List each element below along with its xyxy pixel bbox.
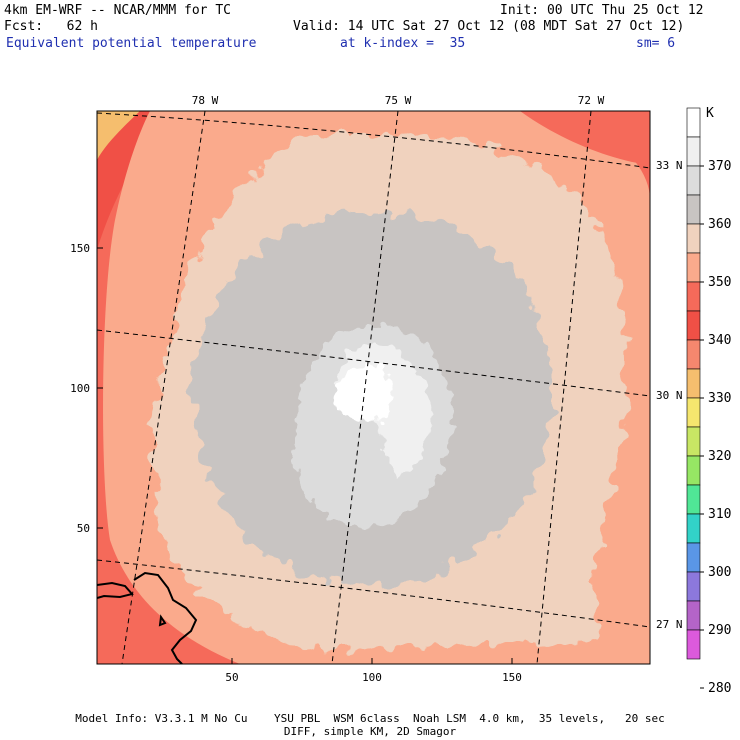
colorbar-swatch — [686, 310, 701, 341]
colorbar-swatch — [686, 252, 701, 283]
y-tick-150: 150 — [70, 242, 90, 255]
lat-label-33n: 33 N — [656, 159, 683, 172]
colorbar-unit: K — [706, 106, 714, 121]
parallel-30n — [97, 329, 650, 397]
init-time: Init: 00 UTC Thu 25 Oct 12 — [500, 3, 704, 18]
axis-ticks — [97, 247, 513, 664]
parallel-27n — [97, 559, 650, 628]
lon-label-75w: 75 W — [385, 94, 412, 107]
y-tick-100: 100 — [70, 382, 90, 395]
x-tick-100: 100 — [362, 671, 382, 684]
colorbar-swatch — [686, 368, 701, 399]
theta-e-field — [97, 111, 650, 664]
level-info: at k-index = 35 — [340, 36, 466, 51]
axis-labels: 78 W 75 W 72 W 33 N 30 N 27 N 50 100 150… — [70, 94, 682, 684]
colorbar-label: 280 — [708, 681, 731, 696]
lon-label-72w: 72 W — [578, 94, 605, 107]
model-info-line2: DIFF, simple KM, 2D Smagor — [283, 725, 457, 738]
colorbar-swatch — [686, 426, 701, 457]
colorbar-label: 340 — [708, 333, 731, 348]
lat-label-27n: 27 N — [656, 618, 683, 631]
colorbar-swatch — [686, 223, 701, 254]
colorbar — [686, 107, 704, 689]
colorbar-swatch — [686, 513, 701, 544]
lat-label-30n: 30 N — [656, 389, 683, 402]
colorbar-swatch — [686, 629, 701, 660]
colorbar-swatch — [686, 542, 701, 573]
meridian-72w — [536, 111, 592, 664]
colorbar-labels: K 370 360 350 340 330 320 310 300 290 280 — [706, 106, 731, 696]
meridian-78w — [121, 111, 206, 664]
y-tick-50: 50 — [77, 522, 90, 535]
colorbar-label: 350 — [708, 275, 731, 290]
colorbar-label: 360 — [708, 217, 731, 232]
colorbar-swatch — [686, 484, 701, 515]
smoothing-info: sm= 6 — [636, 36, 676, 51]
colorbar-label: 300 — [708, 565, 731, 580]
coastline — [97, 571, 198, 664]
colorbar-swatch — [686, 281, 701, 312]
colorbar-swatch — [686, 600, 701, 631]
x-tick-50: 50 — [225, 671, 238, 684]
valid-time: Valid: 14 UTC Sat 27 Oct 12 (08 MDT Sat … — [293, 19, 685, 34]
x-tick-150: 150 — [502, 671, 522, 684]
colorbar-swatch — [686, 165, 701, 196]
lon-label-78w: 78 W — [192, 94, 219, 107]
colorbar-swatch — [686, 107, 701, 138]
parallel-33n — [97, 112, 650, 169]
colorbar-label: 320 — [708, 449, 731, 464]
meridian-75w — [331, 111, 399, 664]
model-info-line1: Model Info: V3.3.1 M No Cu YSU PBL WSM 6… — [75, 712, 665, 725]
field-name: Equivalent potential temperature — [6, 36, 257, 51]
colorbar-swatch — [686, 194, 701, 225]
colorbar-swatch — [686, 571, 701, 602]
colorbar-label: 370 — [708, 159, 731, 174]
model-title: 4km EM-WRF -- NCAR/MMM for TC — [4, 3, 231, 18]
latlon-grid — [97, 111, 650, 664]
forecast-hour: Fcst: 62 h — [4, 19, 98, 34]
colorbar-swatch — [686, 136, 701, 167]
colorbar-label: 290 — [708, 623, 731, 638]
colorbar-swatch — [686, 455, 701, 486]
colorbar-swatch — [686, 339, 701, 370]
colorbar-swatch — [686, 397, 701, 428]
colorbar-label: 330 — [708, 391, 731, 406]
colorbar-label: 310 — [708, 507, 731, 522]
